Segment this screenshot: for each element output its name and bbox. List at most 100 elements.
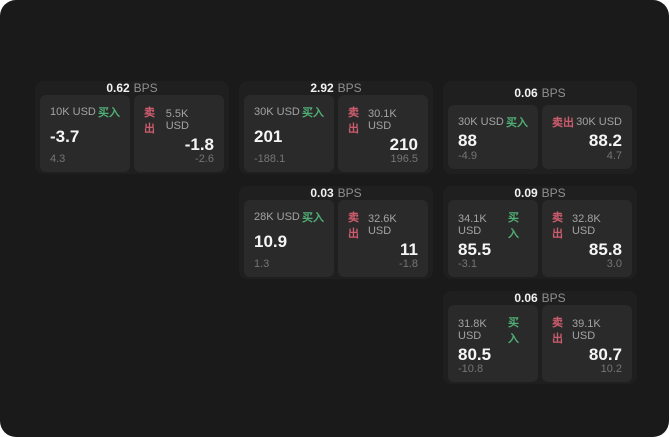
buy-panel[interactable]: 10K USD 买入 -3.7 4.3 [40,95,130,172]
sell-amount: 5.5K USD [165,108,189,132]
sell-panel[interactable]: 卖出 30K USD 88.2 4.7 [542,105,632,169]
buy-panel[interactable]: 30K USD 买入 88 -4.9 [448,105,538,169]
buy-side-label: 买入 [302,212,324,224]
buy-side-label: 买入 [508,212,520,240]
sell-amount: 32.8K USD [571,213,601,237]
bps-value: 0.06 [514,291,538,305]
bps-value: 0.09 [514,186,538,200]
sell-side-label: 卖出 [552,212,563,240]
bps-value: 0.62 [106,81,130,95]
bps-header: 0.09 BPS [448,186,632,200]
buy-side-label: 买入 [302,107,324,119]
bps-unit: BPS [337,81,362,95]
sell-delta: 196.5 [390,153,418,165]
buy-amount: 31.8K USD [458,318,487,342]
bps-header: 0.06 BPS [448,291,632,305]
buy-delta: 4.3 [50,153,66,165]
sell-amount: 30.1K USD [367,108,397,132]
sell-delta: 3.0 [606,258,622,270]
buy-price: 85.5 [458,240,492,259]
sell-panel[interactable]: 卖出 32.8K USD 85.8 3.0 [542,200,632,277]
sell-amount: 39.1K USD [571,318,601,342]
quote-grid: 0.62 BPS 10K USD 买入 -3.7 4.3 卖出 5.5K USD… [35,81,637,384]
bps-header: 2.92 BPS [244,81,428,95]
buy-delta: -3.1 [458,258,477,270]
buy-panel[interactable]: 34.1K USD 买入 85.5 -3.1 [448,200,538,277]
sell-panel-top: 卖出 32.8K USD [552,209,622,241]
sell-panel-top: 卖出 39.1K USD [552,314,622,346]
buy-amount: 30K USD [458,116,504,128]
sell-price: 80.7 [588,345,622,364]
buy-side-label: 买入 [508,317,520,345]
buy-price: 80.5 [458,345,492,364]
sell-panel[interactable]: 卖出 30.1K USD 210 196.5 [338,95,428,172]
sell-price: 11 [400,240,418,259]
buy-delta: -4.9 [458,150,477,162]
buy-delta: -188.1 [254,153,286,165]
quote-card: 0.62 BPS 10K USD 买入 -3.7 4.3 卖出 5.5K USD… [35,81,229,174]
buy-amount: 34.1K USD [458,213,487,237]
quote-card: 0.09 BPS 34.1K USD 买入 85.5 -3.1 卖出 32.8K… [443,186,637,279]
sell-delta: 10.2 [600,363,622,375]
sell-panel-top: 卖出 30.1K USD [348,104,418,136]
buy-side-label: 买入 [506,117,528,129]
buy-panel-top: 31.8K USD 买入 [458,314,528,346]
bps-value: 2.92 [310,81,334,95]
sell-panel[interactable]: 卖出 5.5K USD -1.8 -2.6 [134,95,224,172]
buy-panel-top: 30K USD 买入 [254,104,324,120]
sell-price: 210 [389,135,418,154]
sell-amount: 32.6K USD [367,213,397,237]
quote-card: 2.92 BPS 30K USD 买入 201 -188.1 卖出 30.1K … [239,81,433,174]
quote-panels: 34.1K USD 买入 85.5 -3.1 卖出 32.8K USD 85.8… [448,200,632,277]
buy-price: -3.7 [50,127,80,146]
quote-card: 0.06 BPS 30K USD 买入 88 -4.9 卖出 30K USD 8… [443,81,637,174]
buy-panel[interactable]: 30K USD 买入 201 -188.1 [244,95,334,172]
sell-price: 88.2 [588,130,622,150]
buy-amount: 10K USD [50,106,96,118]
buy-panel-top: 34.1K USD 买入 [458,209,528,241]
bps-unit: BPS [541,291,566,305]
buy-delta: 1.3 [254,258,270,270]
sell-amount: 30K USD [576,116,622,128]
sell-panel[interactable]: 卖出 32.6K USD 11 -1.8 [338,200,428,277]
bps-header: 0.62 BPS [40,81,224,95]
buy-amount: 28K USD [254,211,300,223]
quote-panels: 30K USD 买入 88 -4.9 卖出 30K USD 88.2 4.7 [448,105,632,169]
sell-price: 85.8 [588,240,622,259]
sell-side-label: 卖出 [348,212,359,240]
sell-side-label: 卖出 [348,107,359,135]
bps-value: 0.06 [514,86,538,100]
buy-delta: -10.8 [458,363,484,375]
quote-card: 0.06 BPS 31.8K USD 买入 80.5 -10.8 卖出 39.1… [443,291,637,384]
sell-delta: -2.6 [195,153,214,165]
buy-price: 10.9 [254,232,288,251]
bps-header: 0.03 BPS [244,186,428,200]
bps-value: 0.03 [310,186,334,200]
buy-panel[interactable]: 28K USD 买入 10.9 1.3 [244,200,334,277]
buy-price: 201 [254,127,283,146]
bps-unit: BPS [133,81,158,95]
bps-unit: BPS [541,186,566,200]
sell-price: -1.8 [184,135,214,154]
buy-panel-top: 28K USD 买入 [254,209,324,225]
quote-panels: 28K USD 买入 10.9 1.3 卖出 32.6K USD 11 -1.8 [244,200,428,277]
buy-side-label: 买入 [98,107,120,119]
sell-panel-top: 卖出 32.6K USD [348,209,418,241]
quote-panels: 10K USD 买入 -3.7 4.3 卖出 5.5K USD -1.8 -2.… [40,95,224,172]
bps-unit: BPS [337,186,362,200]
buy-panel[interactable]: 31.8K USD 买入 80.5 -10.8 [448,305,538,382]
sell-delta: -1.8 [399,258,418,270]
quote-panels: 31.8K USD 买入 80.5 -10.8 卖出 39.1K USD 80.… [448,305,632,382]
buy-amount: 30K USD [254,106,300,118]
quote-panels: 30K USD 买入 201 -188.1 卖出 30.1K USD 210 1… [244,95,428,172]
sell-panel[interactable]: 卖出 39.1K USD 80.7 10.2 [542,305,632,382]
quote-card: 0.03 BPS 28K USD 买入 10.9 1.3 卖出 32.6K US… [239,186,433,279]
bps-unit: BPS [541,86,566,100]
sell-side-label: 卖出 [552,117,574,129]
buy-panel-top: 10K USD 买入 [50,104,120,120]
sell-side-label: 卖出 [552,317,563,345]
sell-panel-top: 卖出 30K USD [552,114,622,130]
buy-price: 88 [458,130,477,150]
